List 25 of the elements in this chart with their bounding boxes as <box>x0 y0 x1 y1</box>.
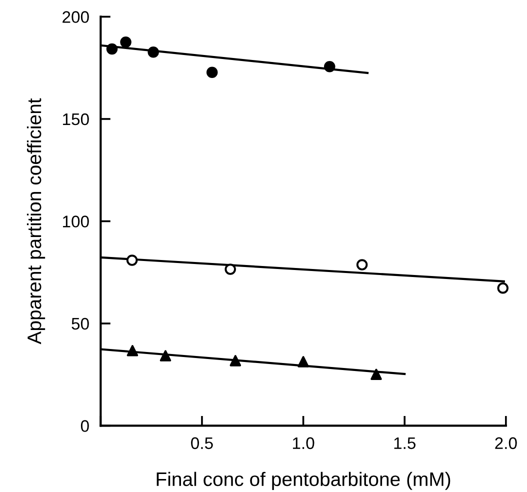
x-axis-title: Final conc of pentobarbitone (mM) <box>156 472 450 490</box>
point <box>356 259 368 270</box>
x-tick-label: 2.0 <box>495 437 517 450</box>
x-tick-label: 0.5 <box>191 437 213 450</box>
point <box>148 46 159 58</box>
point <box>370 368 382 380</box>
x-tick-label: 1.0 <box>292 437 314 450</box>
point <box>206 66 218 78</box>
point <box>324 60 336 72</box>
point <box>230 355 242 366</box>
point <box>126 345 138 356</box>
y-tick-label: 0 <box>80 420 89 432</box>
y-axis-title: Apparent partition coefficient <box>26 98 46 344</box>
point <box>120 36 132 48</box>
point <box>106 43 118 55</box>
point <box>160 350 172 362</box>
y-tick-label: 150 <box>63 113 89 126</box>
y-tick-label: 100 <box>63 216 89 228</box>
x-tick-label: 1.5 <box>394 437 416 450</box>
point <box>224 264 236 275</box>
y-tick-label: 200 <box>62 11 89 23</box>
point <box>126 254 138 266</box>
point <box>298 356 309 368</box>
point <box>497 282 509 294</box>
y-tick-label: 50 <box>72 318 89 330</box>
